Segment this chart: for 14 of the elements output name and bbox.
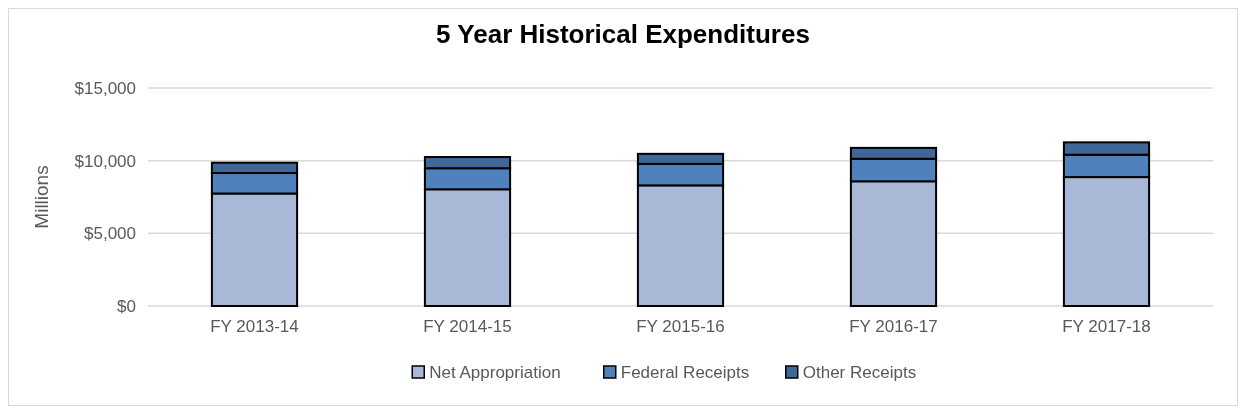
legend-label: Net Appropriation [429,363,561,382]
x-tick-label: FY 2016-17 [849,317,938,336]
y-tick-label: $5,000 [84,224,136,244]
chart-title: 5 Year Historical Expenditures [436,19,810,49]
x-tick-label: FY 2017-18 [1062,317,1151,336]
y-tick-label: $10,000 [74,151,136,171]
y-tick-label: $0 [117,296,136,316]
x-tick-label: FY 2015-16 [636,317,725,336]
x-tick-label: FY 2014-15 [423,317,512,336]
legend-label: Other Receipts [802,363,917,382]
y-tick-label: $15,000 [74,78,136,98]
legend-label: Federal Receipts [620,363,750,382]
y-axis-title: Millions [31,165,52,229]
x-tick-label: FY 2013-14 [210,317,299,336]
